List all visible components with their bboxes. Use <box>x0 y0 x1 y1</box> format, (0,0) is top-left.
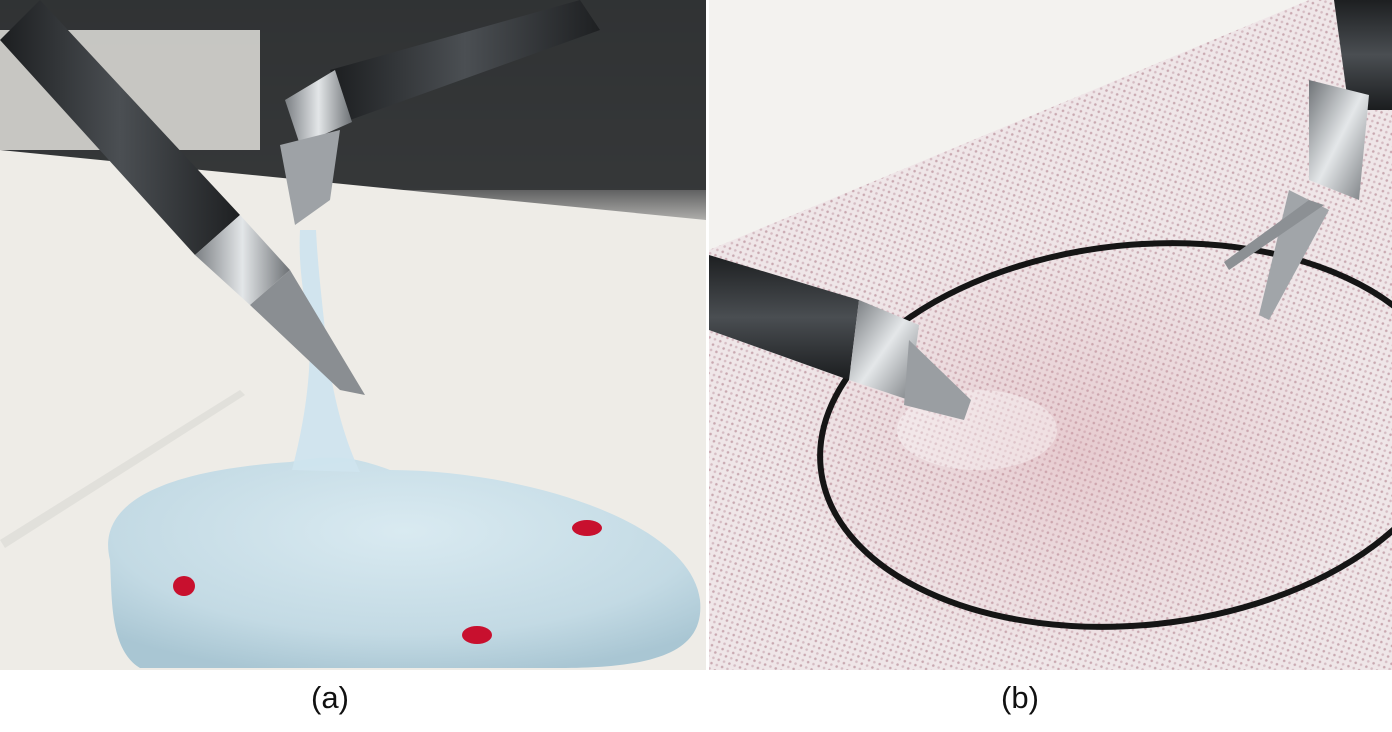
red-marker <box>462 626 492 644</box>
grasper-instrument-right <box>1224 0 1392 320</box>
gel-phantom <box>108 457 701 668</box>
red-marker <box>572 520 602 536</box>
panel-b-caption: (b) <box>1001 680 1039 715</box>
grasper-instrument-left <box>0 0 365 395</box>
grasper-instrument-left <box>709 255 971 420</box>
photo-panel-a <box>0 0 706 670</box>
gel-phantom-photo <box>0 0 706 670</box>
fabric-target-photo <box>709 0 1392 670</box>
red-marker <box>173 576 195 596</box>
target-circle <box>817 240 1392 630</box>
panel-a-caption: (a) <box>311 680 349 715</box>
photo-panel-b <box>709 0 1392 670</box>
grasper-instrument-right <box>280 0 600 225</box>
